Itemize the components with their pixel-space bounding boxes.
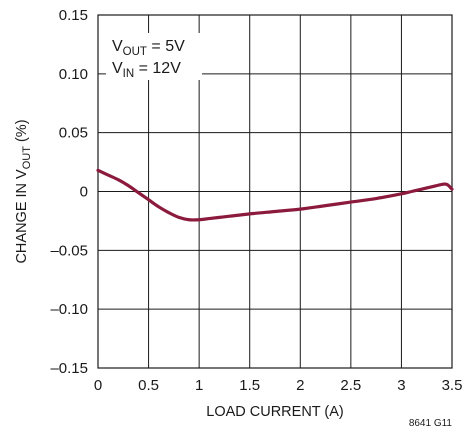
annotation-vout: VOUT = 5V — [112, 38, 185, 58]
x-tick-label: 1 — [195, 377, 203, 394]
y-tick-label: 0.05 — [59, 125, 88, 142]
x-tick-labels: 0 0.5 1 1.5 2 2.5 3 3.5 — [94, 377, 462, 394]
y-tick-label: –0.15 — [50, 360, 88, 377]
y-axis-title-suffix: (%) — [14, 119, 30, 146]
y-axis-title-prefix: CHANGE IN V — [14, 169, 30, 264]
annotation-vout-prefix: V — [112, 38, 123, 55]
y-axis-title: CHANGE IN VOUT (%) — [14, 119, 33, 263]
annotation-vin: VIN = 12V — [112, 60, 181, 80]
series-line — [96, 168, 454, 222]
y-axis-title-subscript: OUT — [21, 146, 33, 170]
y-tick-label: 0 — [80, 184, 88, 201]
figure-id: 8641 G11 — [409, 418, 453, 429]
annotation-vout-subscript: OUT — [123, 46, 147, 58]
y-tick-label: 0.10 — [59, 66, 88, 83]
annotation-vin-prefix: V — [112, 60, 123, 77]
y-tick-label: 0.15 — [59, 7, 88, 24]
y-tick-label: –0.10 — [50, 301, 88, 318]
x-tick-label: 3.5 — [442, 377, 462, 394]
x-tick-label: 0.5 — [138, 377, 159, 394]
annotation-background — [106, 33, 202, 80]
x-tick-label: 2 — [296, 377, 304, 394]
y-tick-labels: 0.15 0.10 0.05 0 –0.05 –0.10 –0.15 — [50, 7, 88, 377]
annotation-vin-suffix: = 12V — [134, 60, 181, 77]
x-axis-title: LOAD CURRENT (A) — [206, 404, 344, 420]
annotation-vout-suffix: = 5V — [147, 38, 185, 55]
series-layer — [96, 168, 454, 222]
x-tick-label: 2.5 — [340, 377, 361, 394]
annotation-vin-subscript: IN — [123, 68, 135, 80]
y-tick-label: –0.05 — [50, 242, 88, 259]
plot-frame — [97, 14, 453, 369]
x-tick-label: 1.5 — [239, 377, 260, 394]
x-tick-label: 3 — [397, 377, 405, 394]
x-tick-label: 0 — [94, 377, 102, 394]
